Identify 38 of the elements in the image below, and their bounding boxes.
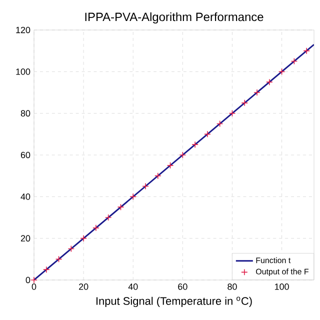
y-tick-label: 80 xyxy=(20,110,30,117)
x-tick-label: 60 xyxy=(178,284,188,290)
point xyxy=(55,256,62,263)
point xyxy=(179,152,186,158)
point xyxy=(192,141,198,148)
point xyxy=(104,214,112,221)
y-tick-label: 40 xyxy=(20,193,30,200)
y-tick-label: 100 xyxy=(16,68,30,75)
point xyxy=(228,110,236,117)
y-tick-label: 60 xyxy=(20,152,30,158)
y-tick-label: 120 xyxy=(16,26,30,34)
x-tick-label: 80 xyxy=(228,284,237,290)
x-tick-label: 40 xyxy=(128,284,138,290)
point xyxy=(216,120,224,128)
point xyxy=(43,266,50,273)
x-tick-label: 0 xyxy=(32,284,36,290)
x-tick-label: 20 xyxy=(79,284,88,290)
point xyxy=(303,47,310,54)
point xyxy=(80,234,87,242)
point xyxy=(92,224,100,232)
point xyxy=(290,58,298,65)
y-tick-label: 20 xyxy=(20,235,30,242)
point xyxy=(30,276,38,284)
y-tick-label: 0 xyxy=(26,276,30,284)
point xyxy=(130,193,137,200)
chart-title: IPPA-PVA-Algorithm Performance xyxy=(85,12,264,24)
point xyxy=(166,162,174,169)
point xyxy=(142,182,149,190)
point xyxy=(117,204,124,210)
point xyxy=(68,245,75,252)
point xyxy=(254,89,260,96)
point xyxy=(204,130,211,138)
point xyxy=(278,68,286,76)
point xyxy=(154,172,162,180)
point xyxy=(266,78,273,86)
point xyxy=(241,100,248,106)
x-tick-label: 100 xyxy=(274,284,289,290)
x-axis-title: Input Signal (Temperature in $^{o}$C) xyxy=(96,296,252,308)
